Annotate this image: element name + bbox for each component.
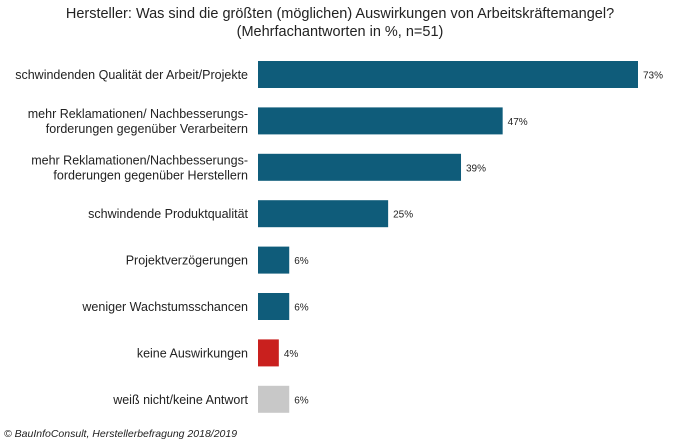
source-note: © BauInfoConsult, Herstellerbefragung 20… — [4, 428, 238, 440]
value-label-7: 6% — [294, 395, 309, 406]
bar-1 — [258, 107, 503, 135]
category-label-2-line-0: mehr Reklamationen/Nachbesserungs- — [31, 153, 248, 167]
category-label-6: keine Auswirkungen — [137, 346, 248, 360]
bar-0 — [258, 61, 638, 88]
value-label-2: 39% — [466, 163, 486, 174]
bar-2 — [258, 153, 462, 181]
category-label-0: schwindenden Qualität der Arbeit/Projekt… — [15, 68, 248, 82]
value-label-1: 47% — [508, 117, 528, 128]
category-label-1-line-1: forderungen gegenüber Verarbeitern — [46, 122, 248, 136]
category-label-5: weniger Wachstumsschancen — [81, 300, 248, 314]
chart-title-block: Hersteller: Was sind die größten (möglic… — [0, 5, 680, 41]
category-label-1-line-0: mehr Reklamationen/ Nachbesserungs- — [28, 107, 248, 121]
category-label-7: weiß nicht/keine Antwort — [112, 393, 248, 407]
value-label-0: 73% — [643, 71, 663, 82]
value-label-6: 4% — [284, 349, 299, 360]
bar-5 — [258, 293, 290, 320]
bar-4 — [258, 246, 290, 274]
category-label-2-line-1: forderungen gegenüber Herstellern — [53, 168, 248, 182]
bar-7 — [258, 385, 290, 413]
bar-3 — [258, 200, 389, 228]
value-label-3: 25% — [393, 210, 413, 221]
value-label-5: 6% — [294, 303, 309, 314]
category-label-4: Projektverzögerungen — [126, 254, 248, 268]
chart-subtitle: (Mehrfachantworten in %, n=51) — [236, 24, 444, 40]
category-label-3: schwindende Produktqualität — [88, 207, 248, 221]
chart-title: Hersteller: Was sind die größten (möglic… — [65, 6, 615, 22]
bar-6 — [258, 339, 279, 367]
value-label-4: 6% — [294, 256, 309, 267]
